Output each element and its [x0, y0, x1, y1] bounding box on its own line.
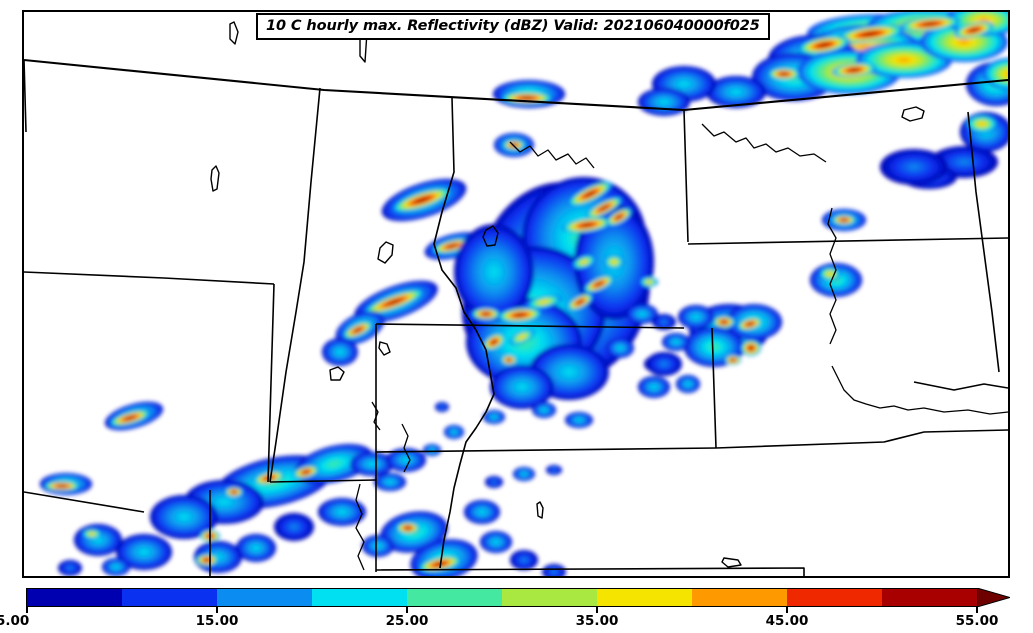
- state-border-washington-oregon: [24, 59, 27, 133]
- colorbar-segment-50-55: [882, 589, 977, 606]
- state-border-montana-wyoming: [375, 323, 685, 329]
- colorbar[interactable]: 5.00 15.00 25.00 35.00 45.00 55.00: [0, 585, 1033, 633]
- colorbar-label-55: 55.00: [955, 613, 999, 629]
- colorbar-segment-25-30: [407, 589, 502, 606]
- colorbar-tick-35: [596, 606, 598, 613]
- map-panel[interactable]: [22, 10, 1010, 578]
- chart-title: 10 C hourly max. Reflectivity (dBZ) Vali…: [256, 13, 770, 40]
- colorbar-tick-25: [406, 606, 408, 613]
- echo-northeast-colorado-cluster: [638, 304, 782, 398]
- state-border-nevada-utah: [267, 283, 275, 483]
- colorbar-overflow-arrow: [977, 588, 1010, 607]
- echo-southwest-montana-cells: [322, 80, 565, 366]
- colorbar-label-5: 5.00: [0, 613, 30, 629]
- state-border-nevada-california: [24, 491, 145, 513]
- map-canvas: [24, 12, 1008, 576]
- lake-pend-oreille: [229, 21, 239, 45]
- river-missouri-north: [701, 123, 827, 163]
- river-missouri-central: [827, 207, 837, 345]
- colorbar-segment-20-25: [312, 589, 407, 606]
- echo-south-dakota-cell: [810, 149, 948, 297]
- lake-powell: [378, 341, 391, 356]
- colorbar-segment-10-15: [122, 589, 217, 606]
- colorbar-segment-45-50: [787, 589, 882, 606]
- colorbar-segment-15-20: [217, 589, 312, 606]
- lake-yellowstone: [482, 225, 499, 247]
- colorbar-segment-30-35: [502, 589, 597, 606]
- colorbar-ticks: [0, 606, 1033, 614]
- state-border-northdakota-southdakota: [687, 237, 1008, 245]
- international-border-us-canada: [24, 58, 1008, 112]
- state-border-colorado-newmexico: [375, 567, 805, 576]
- colorbar-tick-45: [786, 606, 788, 613]
- state-border-montana-northdakota: [683, 109, 689, 243]
- colorbar-label-35: 35.00: [575, 613, 619, 629]
- lake-great-salt: [329, 366, 345, 381]
- colorbar-tick-55: [976, 606, 978, 613]
- river-rio-grande: [355, 483, 365, 571]
- echo-new-mexico-cells: [362, 500, 566, 576]
- state-border-southdakota-nebraska: [715, 429, 1008, 449]
- colorbar-segment-35-40: [597, 589, 692, 606]
- colorbar-label-25: 25.00: [385, 613, 429, 629]
- lake-elephant-butte: [536, 501, 544, 519]
- river-platte: [831, 365, 1008, 415]
- colorbar-label-45: 45.00: [765, 613, 809, 629]
- state-border-wyoming-colorado: [375, 447, 717, 453]
- state-border-wyoming-east: [711, 327, 717, 449]
- lake-flathead: [377, 241, 394, 264]
- river-snake: [509, 141, 595, 169]
- colorbar-tick-15: [216, 606, 218, 613]
- echo-northeast-montana-line: [638, 12, 1008, 116]
- state-border-montana-idaho: [433, 97, 495, 569]
- geopolitical-border-layer: [24, 21, 1008, 576]
- colorbar-segment-40-45: [692, 589, 787, 606]
- state-border-utah-arizona: [269, 479, 377, 483]
- colorbar-segment-5-10: [27, 589, 122, 606]
- state-border-oregon-nevada: [24, 271, 275, 285]
- echo-central-wyoming-complex: [454, 177, 658, 409]
- colorbar-gradient-strip: [26, 588, 978, 607]
- reflectivity-echo-layer: [40, 12, 1008, 576]
- river-green: [371, 401, 381, 431]
- state-border-iowa-missouri: [913, 381, 1008, 391]
- colorbar-label-15: 15.00: [195, 613, 239, 629]
- colorbar-tick-labels: 5.00 15.00 25.00 35.00 45.00 55.00: [0, 613, 1033, 633]
- lake-devils: [901, 106, 925, 122]
- colorbar-tick-5: [26, 606, 28, 613]
- state-border-idaho-west: [269, 87, 321, 483]
- river-colorado: [401, 423, 411, 473]
- lake-mcconaughy: [721, 557, 742, 568]
- lake-coeurdalene: [210, 165, 220, 192]
- state-border-minnesota-iowa: [967, 111, 1000, 373]
